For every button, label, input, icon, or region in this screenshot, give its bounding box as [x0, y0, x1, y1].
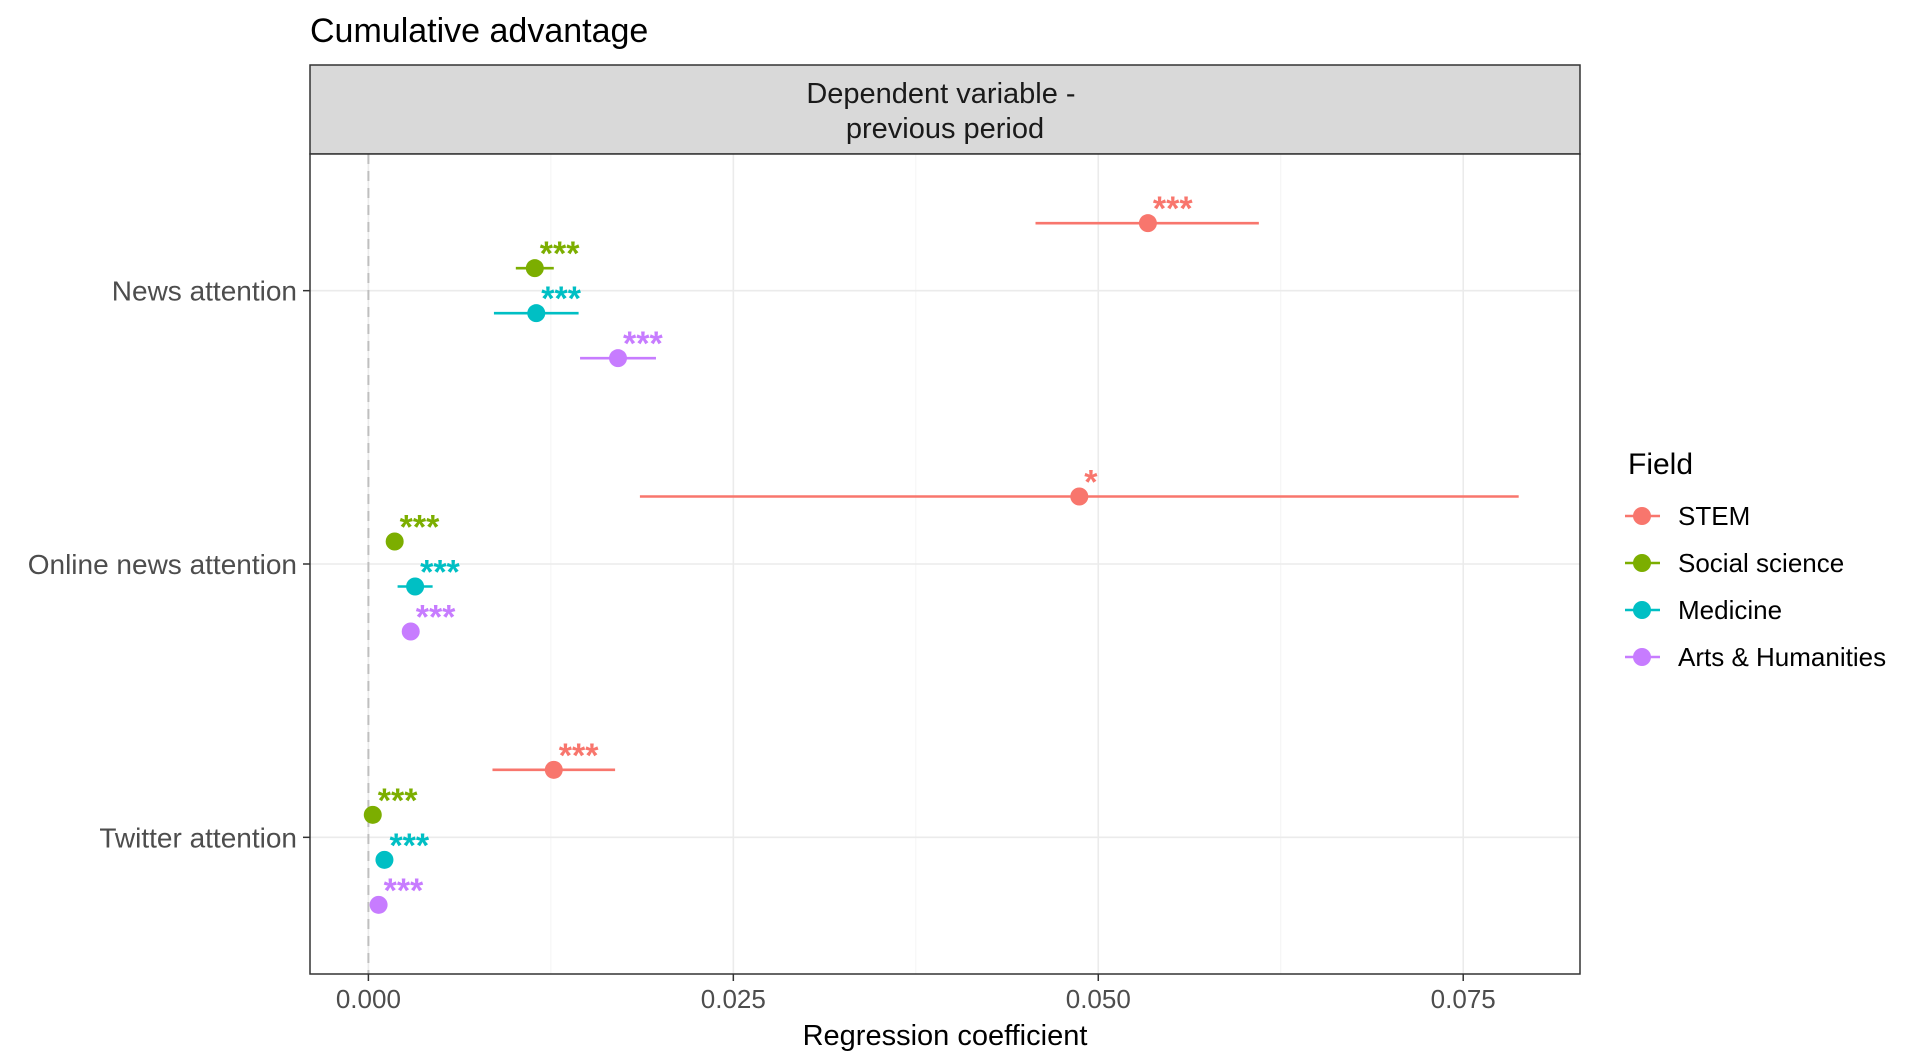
- x-axis-label: Regression coefficient: [803, 1020, 1088, 1052]
- y-tick-label: Online news attention: [28, 549, 297, 580]
- y-tick-label: Twitter attention: [99, 822, 297, 853]
- x-axis: 0.000 0.025 0.050 0.075: [336, 974, 1496, 1014]
- significance-label: ***: [400, 509, 440, 547]
- point-arts-humanities: [609, 349, 628, 368]
- legend-key-point: [1633, 507, 1651, 525]
- facet-strip-label-line1: Dependent variable -: [806, 78, 1075, 110]
- facet-strip: [309, 64, 1581, 155]
- significance-label: ***: [559, 737, 599, 775]
- legend-item-label: STEM: [1678, 501, 1750, 531]
- legend-title: Field: [1628, 448, 1693, 481]
- point-social-science: [363, 805, 382, 824]
- x-tick-label: 0.000: [336, 984, 401, 1014]
- x-tick-label: 0.075: [1431, 984, 1496, 1014]
- point-social-science: [525, 259, 544, 278]
- point-stem: [1138, 214, 1157, 233]
- point-medicine: [375, 850, 394, 869]
- facet-strip-label-line2: previous period: [846, 113, 1044, 145]
- point-arts-humanities: [369, 895, 388, 914]
- legend-key-point: [1633, 554, 1651, 572]
- legend-item-label: Medicine: [1678, 595, 1782, 625]
- significance-label: ***: [541, 280, 581, 318]
- significance-label: ***: [540, 235, 580, 273]
- point-medicine: [527, 304, 546, 323]
- significance-label: ***: [420, 554, 460, 592]
- point-arts-humanities: [401, 622, 420, 641]
- significance-label: *: [1084, 464, 1098, 502]
- point-social-science: [385, 532, 404, 551]
- x-tick-label: 0.025: [701, 984, 766, 1014]
- x-tick-label: 0.050: [1066, 984, 1131, 1014]
- significance-label: ***: [623, 325, 663, 363]
- legend-key-point: [1633, 601, 1651, 619]
- y-tick-label: News attention: [112, 276, 297, 307]
- chart-title: Cumulative advantage: [310, 12, 648, 50]
- significance-label: ***: [389, 827, 429, 865]
- facet-strip-label: Dependent variable - previous period: [806, 78, 1083, 145]
- legend-key-point: [1633, 648, 1651, 666]
- point-medicine: [406, 577, 425, 596]
- legend-item-label: Social science: [1678, 548, 1844, 578]
- significance-label: ***: [378, 782, 418, 820]
- data-marks: **********************************: [363, 190, 1519, 914]
- point-stem: [544, 760, 563, 779]
- legend: Field STEM Social science Medicine Arts & H…: [1625, 448, 1886, 672]
- significance-label: ***: [416, 599, 456, 637]
- significance-label: ***: [384, 872, 424, 910]
- y-axis: News attention Online news attention Twitt…: [28, 276, 310, 853]
- significance-label: ***: [1153, 190, 1193, 228]
- legend-item-label: Arts & Humanities: [1678, 642, 1886, 672]
- point-stem: [1070, 487, 1089, 506]
